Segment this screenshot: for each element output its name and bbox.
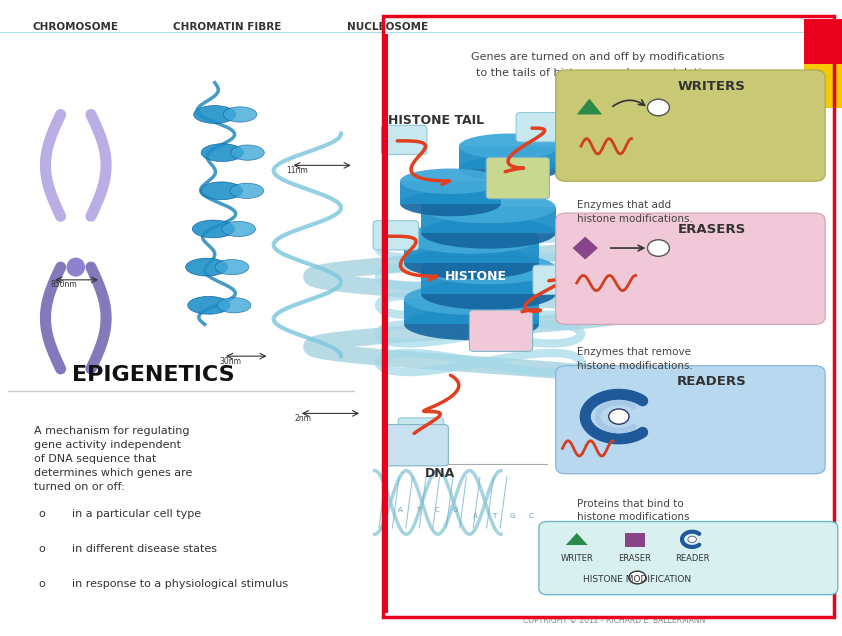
FancyBboxPatch shape [386, 425, 448, 466]
Circle shape [688, 536, 696, 543]
Text: G: G [453, 507, 458, 513]
Ellipse shape [223, 107, 257, 122]
Text: Proteins that bind to
histone modifications
and alter gene activity
and protein : Proteins that bind to histone modificati… [577, 499, 700, 549]
Text: ERASER: ERASER [618, 554, 652, 563]
Ellipse shape [231, 145, 264, 160]
Bar [404, 238, 539, 263]
Ellipse shape [404, 308, 539, 340]
FancyBboxPatch shape [556, 70, 825, 181]
Text: T: T [492, 513, 497, 520]
Text: C: C [529, 513, 534, 520]
Ellipse shape [404, 222, 539, 254]
Text: COPYRIGHT © 2012 - RICHARD E. BALLERMANN: COPYRIGHT © 2012 - RICHARD E. BALLERMANN [524, 616, 706, 625]
Ellipse shape [421, 191, 556, 223]
Text: READER: READER [675, 554, 709, 563]
Ellipse shape [421, 217, 556, 249]
Text: CHROMOSOME: CHROMOSOME [33, 22, 119, 32]
Text: o: o [38, 579, 45, 589]
Ellipse shape [459, 156, 560, 181]
Text: in a particular cell type: in a particular cell type [72, 509, 200, 519]
Text: READERS: READERS [677, 375, 746, 388]
FancyBboxPatch shape [398, 418, 444, 447]
FancyBboxPatch shape [469, 310, 532, 351]
Circle shape [609, 409, 629, 424]
Text: HISTONE TAIL: HISTONE TAIL [388, 114, 484, 127]
Text: NUCLEOSOME: NUCLEOSOME [347, 22, 428, 32]
Ellipse shape [421, 252, 556, 284]
Circle shape [647, 240, 669, 256]
Polygon shape [577, 99, 602, 114]
Text: Enzymes that remove
histone modifications.: Enzymes that remove histone modification… [577, 347, 693, 371]
Text: G: G [510, 513, 515, 520]
Bar [459, 146, 560, 169]
Ellipse shape [404, 247, 539, 279]
Bar [404, 299, 539, 324]
Ellipse shape [67, 258, 85, 277]
Text: 850nm: 850nm [51, 280, 77, 289]
Polygon shape [573, 237, 598, 259]
Text: A: A [473, 513, 478, 520]
Ellipse shape [221, 221, 255, 237]
Text: T: T [416, 507, 421, 513]
Text: to the tails of histones, such as acetylation.: to the tails of histones, such as acetyl… [477, 68, 719, 78]
Text: in response to a physiological stimulus: in response to a physiological stimulus [72, 579, 288, 589]
Polygon shape [566, 533, 588, 545]
Text: ERASERS: ERASERS [677, 223, 746, 235]
Polygon shape [804, 64, 842, 108]
FancyBboxPatch shape [539, 522, 838, 595]
FancyBboxPatch shape [556, 366, 825, 474]
Bar [400, 181, 501, 204]
FancyBboxPatch shape [516, 113, 562, 142]
FancyBboxPatch shape [556, 213, 825, 324]
Text: WRITER: WRITER [561, 554, 593, 563]
Text: EPIGENETICS: EPIGENETICS [72, 365, 234, 385]
Ellipse shape [194, 106, 236, 123]
Text: C: C [434, 507, 440, 513]
Text: Genes are turned on and off by modifications: Genes are turned on and off by modificat… [472, 52, 724, 62]
FancyBboxPatch shape [373, 221, 418, 250]
Ellipse shape [201, 144, 243, 162]
Ellipse shape [215, 259, 248, 275]
Text: A: A [397, 507, 402, 513]
Text: WRITERS: WRITERS [678, 80, 745, 92]
Bar [421, 268, 556, 294]
Ellipse shape [404, 283, 539, 315]
Text: o: o [38, 509, 45, 519]
Circle shape [629, 571, 646, 584]
FancyBboxPatch shape [533, 265, 578, 294]
Text: CHROMATIN FIBRE: CHROMATIN FIBRE [173, 22, 281, 32]
Ellipse shape [192, 220, 234, 238]
Bar [421, 207, 556, 233]
Ellipse shape [421, 278, 556, 310]
Text: A mechanism for regulating
gene activity independent
of DNA sequence that
determ: A mechanism for regulating gene activity… [34, 426, 192, 492]
Text: 2nm: 2nm [295, 414, 312, 423]
Bar [625, 533, 645, 547]
Ellipse shape [185, 258, 227, 276]
Text: 11nm: 11nm [286, 166, 308, 175]
Ellipse shape [459, 134, 560, 159]
Bar [383, 16, 834, 617]
Text: HISTONE: HISTONE [445, 270, 507, 283]
FancyBboxPatch shape [486, 158, 549, 198]
Text: HISTONE MODIFICATION: HISTONE MODIFICATION [584, 575, 691, 584]
Text: in different disease states: in different disease states [72, 544, 216, 554]
Polygon shape [804, 19, 842, 64]
Text: 30nm: 30nm [219, 357, 241, 366]
FancyBboxPatch shape [381, 125, 427, 155]
Text: DNA: DNA [425, 467, 456, 480]
Ellipse shape [188, 296, 230, 314]
Ellipse shape [230, 183, 264, 198]
Circle shape [647, 99, 669, 116]
Text: o: o [38, 544, 45, 554]
Ellipse shape [400, 169, 501, 194]
Ellipse shape [400, 191, 501, 216]
Ellipse shape [217, 298, 251, 313]
Text: Enzymes that add
histone modifications.: Enzymes that add histone modifications. [577, 200, 693, 225]
Ellipse shape [200, 182, 242, 200]
